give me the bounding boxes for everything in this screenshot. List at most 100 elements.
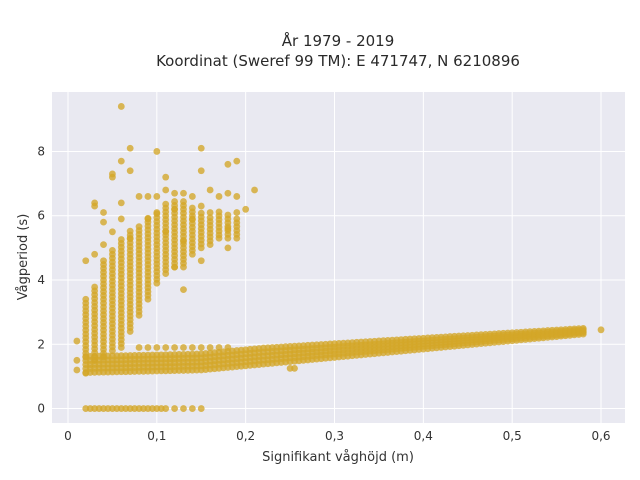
data-point	[73, 337, 81, 345]
data-point	[180, 198, 187, 205]
data-point	[215, 193, 223, 200]
x-tick-label: 0,1	[147, 429, 166, 443]
data-point	[224, 211, 232, 219]
data-point	[82, 257, 90, 265]
y-axis-ticks: 0 2 4 6 8	[37, 144, 45, 415]
data-point	[597, 326, 605, 334]
data-point	[171, 344, 178, 351]
data-point	[197, 257, 205, 265]
x-axis-ticks: 0 0,1 0,2 0,3 0,4 0,5 0,6	[64, 429, 610, 443]
data-point	[91, 250, 99, 258]
y-tick-label: 4	[37, 273, 45, 287]
data-point	[126, 144, 134, 152]
y-tick-label: 8	[37, 144, 45, 158]
data-point	[153, 209, 161, 216]
data-point	[153, 344, 161, 351]
data-point	[144, 215, 152, 223]
data-point	[117, 215, 125, 223]
chart-title: År 1979 - 2019	[282, 31, 395, 50]
y-tick-label: 6	[37, 209, 45, 223]
data-point	[224, 189, 232, 197]
data-point	[215, 208, 223, 216]
data-point	[291, 364, 298, 372]
data-point	[126, 227, 134, 235]
data-point	[126, 167, 134, 175]
data-point	[224, 344, 232, 351]
data-point	[171, 189, 178, 197]
data-point	[233, 157, 241, 165]
data-point	[162, 405, 170, 412]
data-point	[171, 263, 178, 271]
x-tick-label: 0,5	[503, 429, 522, 443]
x-tick-label: 0,4	[414, 429, 433, 443]
data-point	[224, 244, 232, 252]
data-point	[117, 199, 125, 207]
data-point	[144, 344, 152, 351]
data-point	[197, 202, 205, 210]
data-point	[82, 369, 90, 377]
data-point	[180, 238, 187, 245]
data-point	[162, 228, 170, 236]
x-tick-label: 0	[64, 429, 72, 443]
data-point	[162, 173, 170, 181]
x-tick-label: 0,3	[325, 429, 344, 443]
data-point	[100, 257, 107, 265]
data-point	[171, 205, 178, 213]
data-point	[251, 186, 258, 194]
chart-subtitle: Koordinat (Sweref 99 TM): E 471747, N 62…	[156, 52, 520, 70]
data-point	[100, 209, 107, 216]
y-axis-label: Vågperiod (s)	[16, 214, 31, 301]
data-point	[135, 193, 143, 200]
data-point	[579, 324, 587, 332]
data-point	[144, 193, 152, 200]
data-point	[153, 193, 161, 200]
data-point	[126, 234, 134, 242]
data-point	[109, 247, 116, 254]
data-point	[135, 223, 143, 231]
data-point	[162, 200, 170, 208]
data-point	[117, 157, 125, 165]
data-point	[180, 286, 187, 294]
data-point	[188, 193, 196, 200]
data-point	[82, 295, 90, 303]
data-point	[135, 344, 143, 351]
data-point	[73, 356, 81, 364]
x-tick-label: 0,6	[591, 429, 610, 443]
x-axis-label: Signifikant våghöjd (m)	[262, 450, 414, 465]
data-point	[180, 189, 187, 197]
data-point	[233, 209, 241, 216]
data-point	[117, 236, 125, 243]
data-point	[162, 344, 170, 351]
data-point	[188, 215, 196, 223]
data-point	[91, 202, 99, 210]
y-tick-label: 0	[37, 402, 45, 416]
data-point	[242, 205, 250, 213]
data-point	[100, 218, 107, 226]
data-point	[197, 405, 205, 412]
data-point	[233, 193, 241, 200]
data-point	[109, 170, 116, 178]
data-point	[233, 215, 241, 223]
data-point	[197, 167, 205, 175]
data-point	[153, 148, 161, 155]
data-point	[188, 405, 196, 412]
data-point	[197, 209, 205, 217]
data-point	[206, 214, 214, 222]
data-point	[215, 344, 223, 351]
data-point	[100, 241, 107, 249]
data-point	[171, 198, 178, 205]
data-point	[117, 103, 125, 110]
data-point	[91, 283, 99, 291]
data-point	[188, 204, 196, 212]
data-point	[197, 344, 205, 351]
data-points	[73, 103, 605, 412]
data-point	[180, 344, 187, 351]
data-point	[188, 344, 196, 351]
data-point	[206, 344, 214, 351]
data-point	[180, 405, 187, 412]
y-tick-label: 2	[37, 337, 45, 351]
data-point	[171, 405, 178, 412]
data-point	[162, 186, 170, 194]
data-point	[197, 144, 205, 152]
